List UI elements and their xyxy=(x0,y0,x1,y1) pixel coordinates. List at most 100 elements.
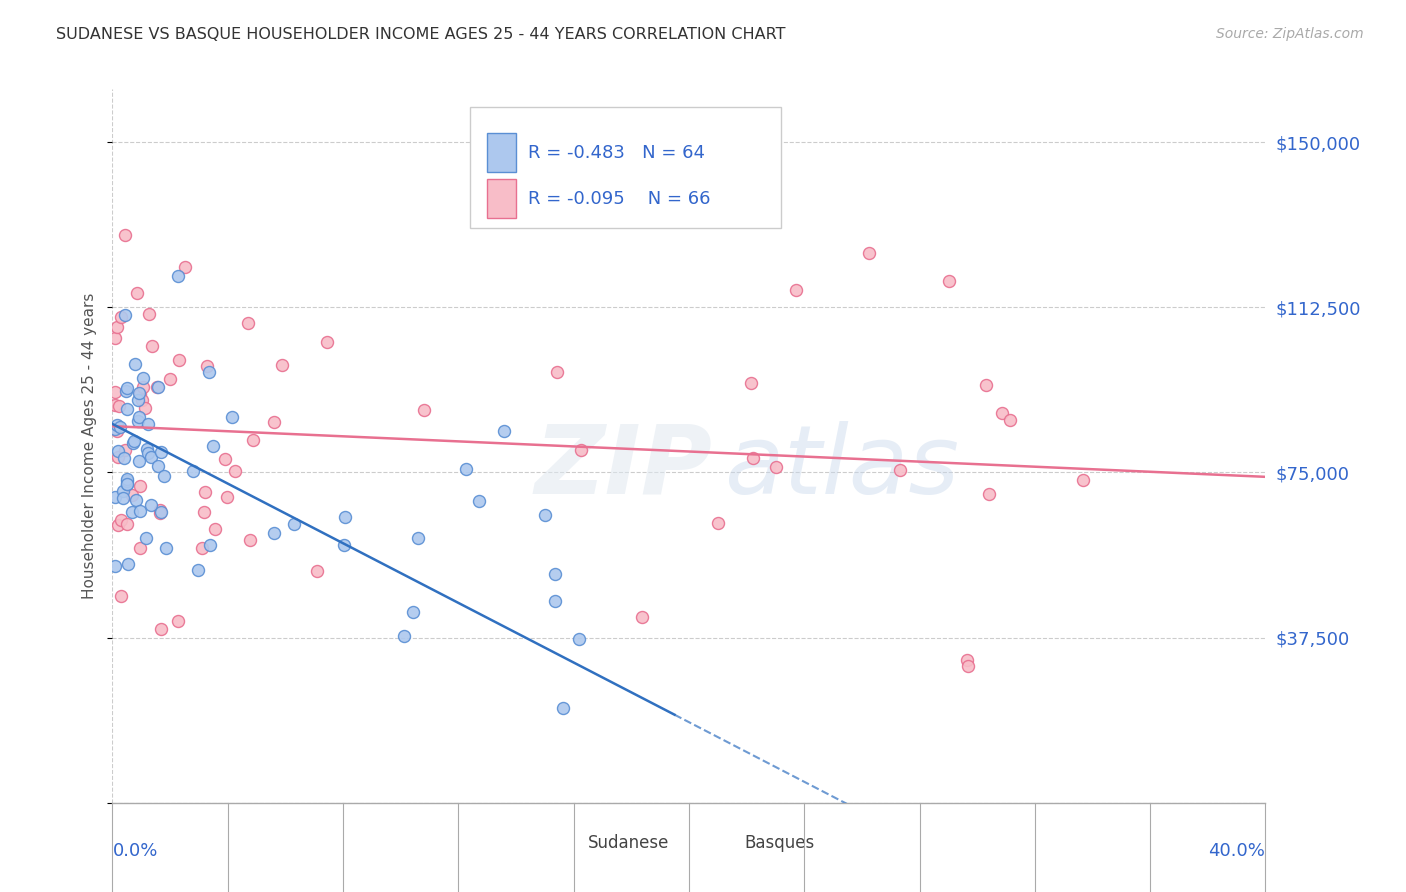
Text: SUDANESE VS BASQUE HOUSEHOLDER INCOME AGES 25 - 44 YEARS CORRELATION CHART: SUDANESE VS BASQUE HOUSEHOLDER INCOME AG… xyxy=(56,27,786,42)
Point xyxy=(149,507,172,521)
Point xyxy=(138,307,160,321)
Point xyxy=(173,260,195,274)
Point xyxy=(149,505,172,519)
Point xyxy=(127,414,149,428)
Point xyxy=(114,308,136,322)
Point xyxy=(115,384,138,398)
Point xyxy=(148,503,170,517)
Point xyxy=(115,474,138,488)
Point xyxy=(740,376,762,390)
FancyBboxPatch shape xyxy=(557,830,582,860)
Point xyxy=(105,425,128,439)
Point xyxy=(132,371,155,385)
Point xyxy=(214,452,236,467)
Point xyxy=(392,629,415,643)
Point xyxy=(128,454,150,468)
Point xyxy=(167,353,190,368)
Point xyxy=(128,409,150,424)
Point xyxy=(263,526,285,541)
FancyBboxPatch shape xyxy=(488,179,516,219)
Text: 40.0%: 40.0% xyxy=(1209,842,1265,860)
Point xyxy=(454,461,477,475)
Point xyxy=(108,419,131,434)
Point xyxy=(114,443,136,458)
Point xyxy=(335,509,357,524)
Point xyxy=(124,492,146,507)
Point xyxy=(110,513,132,527)
Point xyxy=(159,371,181,385)
Point xyxy=(568,632,591,646)
Point xyxy=(129,478,152,492)
Point xyxy=(122,436,145,450)
Point xyxy=(468,493,491,508)
Point xyxy=(283,516,305,531)
Point xyxy=(107,399,129,413)
Point xyxy=(765,460,787,475)
Point xyxy=(110,589,132,603)
Point xyxy=(131,393,153,408)
Point xyxy=(112,491,135,505)
Point xyxy=(104,490,127,504)
Point xyxy=(858,245,880,260)
Point xyxy=(150,445,173,459)
Point xyxy=(127,286,149,301)
Point xyxy=(194,484,217,499)
Point xyxy=(195,359,218,373)
Text: Sudanese: Sudanese xyxy=(588,835,669,853)
Point xyxy=(742,451,765,466)
Point xyxy=(107,450,129,464)
Point xyxy=(128,504,150,518)
Point xyxy=(221,409,243,424)
Point xyxy=(121,488,143,502)
Point xyxy=(631,609,654,624)
Point xyxy=(117,477,139,491)
Point xyxy=(114,228,136,243)
Point xyxy=(332,538,354,552)
Point xyxy=(543,593,565,607)
Point xyxy=(105,319,128,334)
Point xyxy=(117,558,139,572)
Point xyxy=(544,566,567,581)
Point xyxy=(146,458,169,473)
Point xyxy=(104,558,127,573)
FancyBboxPatch shape xyxy=(470,107,782,228)
Point xyxy=(204,523,226,537)
Point xyxy=(224,464,246,478)
Point xyxy=(785,283,807,297)
Point xyxy=(263,415,285,429)
Point xyxy=(107,517,129,532)
Point xyxy=(271,358,294,372)
Point xyxy=(155,541,177,556)
Text: R = -0.483   N = 64: R = -0.483 N = 64 xyxy=(527,144,704,161)
Y-axis label: Householder Income Ages 25 - 44 years: Householder Income Ages 25 - 44 years xyxy=(82,293,97,599)
FancyBboxPatch shape xyxy=(711,830,737,860)
Point xyxy=(706,516,728,531)
Text: Basques: Basques xyxy=(744,835,814,853)
Point xyxy=(974,378,997,392)
Point xyxy=(167,614,190,628)
Point xyxy=(107,443,129,458)
Point xyxy=(141,339,163,353)
Point xyxy=(122,434,145,448)
Point xyxy=(181,464,204,478)
Text: R = -0.095    N = 66: R = -0.095 N = 66 xyxy=(527,189,710,208)
FancyBboxPatch shape xyxy=(488,133,516,172)
Point xyxy=(152,469,174,483)
Point xyxy=(127,392,149,407)
Point xyxy=(406,531,429,545)
Point xyxy=(569,442,592,457)
Point xyxy=(402,605,425,619)
Text: 0.0%: 0.0% xyxy=(112,842,157,860)
Point xyxy=(104,422,127,436)
Point xyxy=(187,563,209,577)
Text: ZIP: ZIP xyxy=(534,421,711,514)
Point xyxy=(132,380,155,394)
Point xyxy=(956,653,979,667)
Point xyxy=(238,316,260,330)
Text: atlas: atlas xyxy=(724,421,959,514)
Point xyxy=(494,425,516,439)
Point xyxy=(136,442,159,456)
Point xyxy=(412,403,434,417)
Point xyxy=(112,451,135,466)
Point xyxy=(111,484,134,499)
